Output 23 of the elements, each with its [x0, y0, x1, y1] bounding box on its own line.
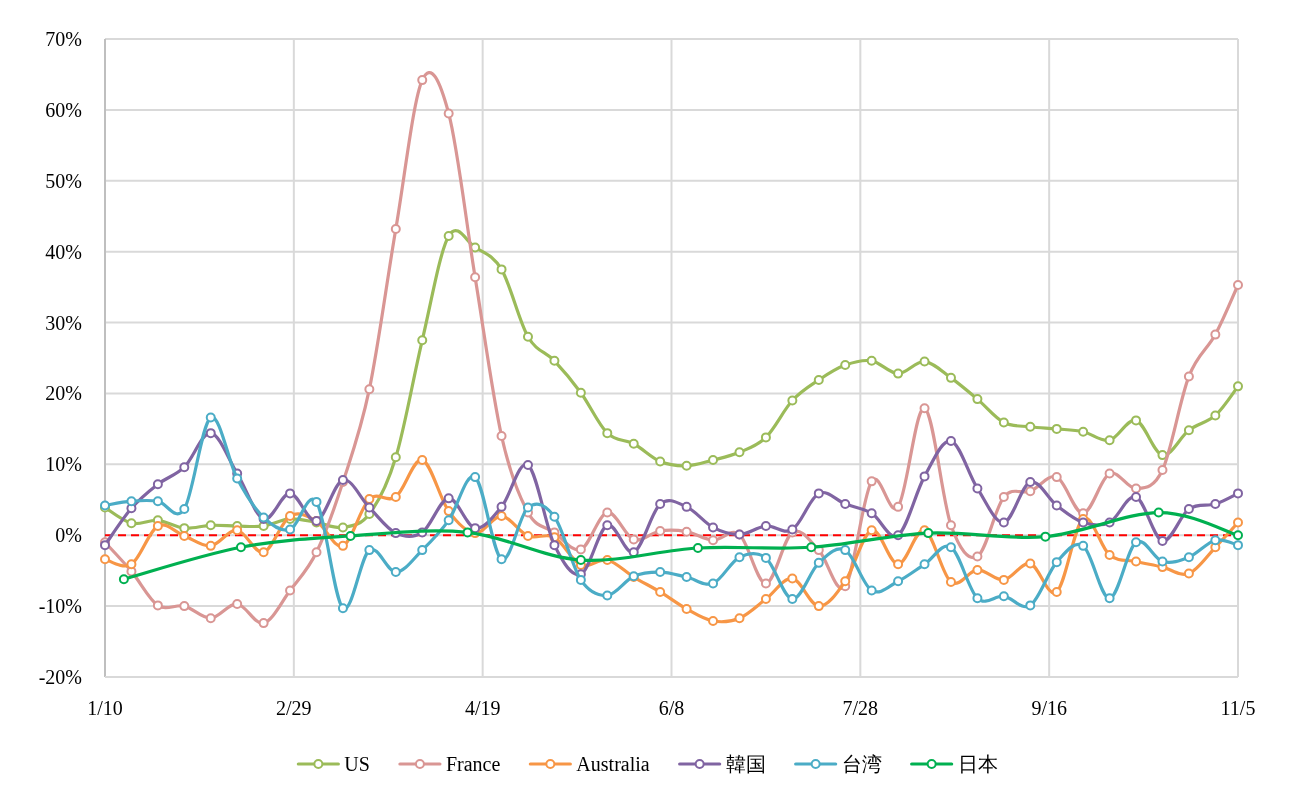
y-tick-label: 10% — [45, 453, 82, 476]
x-tick-label: 9/16 — [1031, 697, 1067, 719]
y-tick-label: -10% — [38, 595, 82, 618]
y-tick-label: 50% — [45, 169, 82, 192]
x-tick-label: 4/19 — [464, 697, 501, 719]
legend-label: 韓国 — [725, 753, 766, 775]
y-tick-label: -20% — [38, 666, 82, 688]
x-tick-label: 7/28 — [842, 697, 879, 719]
y-tick-label: 40% — [45, 240, 82, 263]
y-tick-label: 70% — [45, 28, 82, 50]
x-tick-label: 2/29 — [276, 697, 312, 719]
legend-label: 台湾 — [841, 753, 882, 775]
y-tick-label: 0% — [55, 524, 82, 547]
x-tick-label: 1/10 — [87, 697, 123, 719]
legend-label: France — [445, 753, 501, 775]
y-tick-label: 30% — [45, 311, 82, 334]
legend-label: Australia — [576, 753, 650, 775]
x-tick-label: 11/5 — [1220, 697, 1256, 719]
legend-label: 日本 — [957, 753, 998, 775]
y-tick-label: 20% — [45, 382, 82, 405]
legend-label: US — [344, 753, 370, 775]
x-tick-label: 6/8 — [658, 697, 685, 719]
y-tick-label: 60% — [45, 98, 82, 121]
